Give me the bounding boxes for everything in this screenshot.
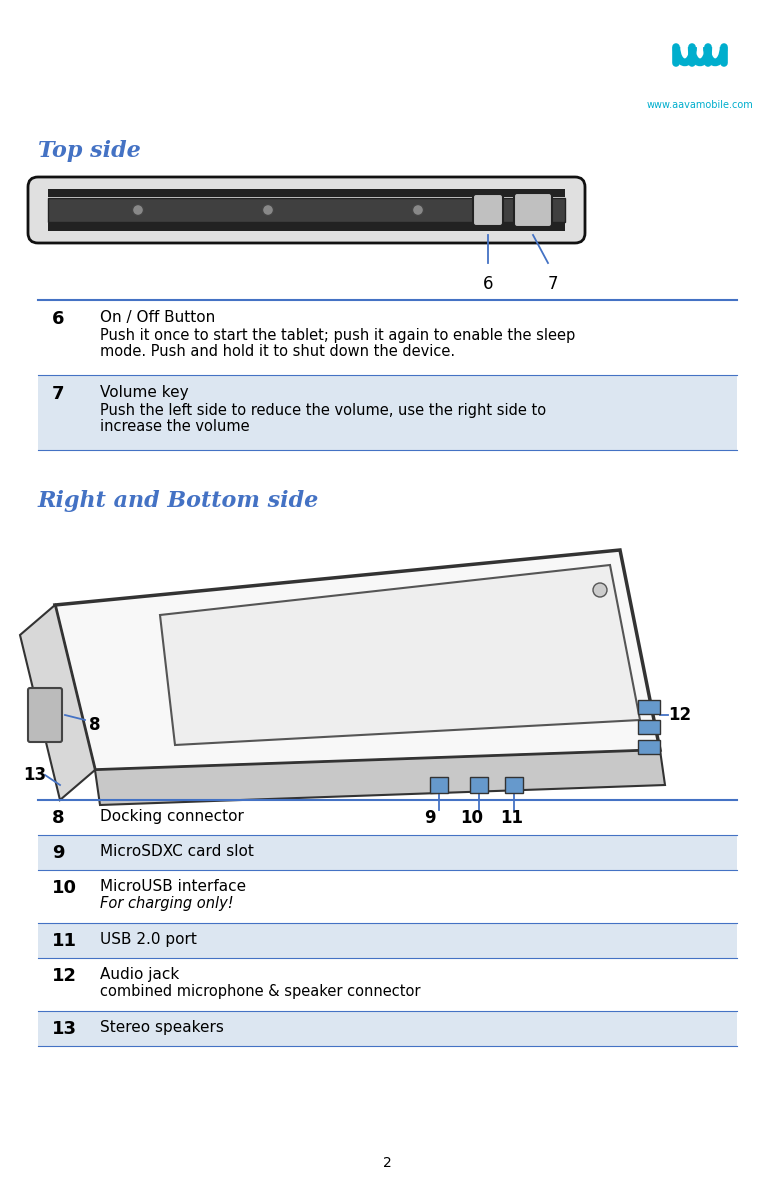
Text: 10: 10 <box>460 809 484 828</box>
Text: 8: 8 <box>52 809 64 828</box>
Text: 6: 6 <box>52 310 64 328</box>
Bar <box>638 721 660 734</box>
FancyBboxPatch shape <box>28 177 585 243</box>
Text: Volume key: Volume key <box>100 385 188 400</box>
Bar <box>38 800 737 835</box>
Text: 13: 13 <box>23 766 46 784</box>
Bar <box>638 740 660 754</box>
Text: Audio jack: Audio jack <box>100 967 179 982</box>
Circle shape <box>593 583 607 597</box>
Text: combined microphone & speaker connector: combined microphone & speaker connector <box>100 984 421 999</box>
Text: Docking connector: Docking connector <box>100 809 244 824</box>
FancyBboxPatch shape <box>514 193 552 227</box>
Text: 7: 7 <box>548 275 558 292</box>
Text: USB 2.0 port: USB 2.0 port <box>100 932 197 946</box>
Circle shape <box>133 205 143 215</box>
Bar <box>38 958 737 1011</box>
Text: Right and Bottom side: Right and Bottom side <box>38 490 319 512</box>
Polygon shape <box>20 605 95 800</box>
Text: 6: 6 <box>483 275 493 292</box>
Bar <box>38 375 737 449</box>
Bar <box>430 776 448 793</box>
Text: 10: 10 <box>52 879 77 897</box>
Text: 9: 9 <box>424 809 436 828</box>
Text: 11: 11 <box>52 932 77 950</box>
FancyBboxPatch shape <box>473 194 503 226</box>
Text: Push it once to start the tablet; push it again to enable the sleep: Push it once to start the tablet; push i… <box>100 328 575 342</box>
Text: 2: 2 <box>383 1156 391 1170</box>
FancyBboxPatch shape <box>28 688 62 742</box>
Text: 12: 12 <box>668 706 691 724</box>
Polygon shape <box>55 551 660 770</box>
Circle shape <box>263 205 274 215</box>
Bar <box>48 199 565 222</box>
Text: 9: 9 <box>52 844 64 862</box>
Text: www.aavamobile.com: www.aavamobile.com <box>646 100 753 111</box>
Text: 11: 11 <box>501 809 523 828</box>
Bar <box>38 870 737 923</box>
Text: For charging only!: For charging only! <box>100 897 233 911</box>
Text: mode. Push and hold it to shut down the device.: mode. Push and hold it to shut down the … <box>100 344 455 359</box>
Bar <box>470 776 488 793</box>
Bar <box>38 835 737 870</box>
Text: Push the left side to reduce the volume, use the right side to: Push the left side to reduce the volume,… <box>100 403 546 419</box>
Bar <box>505 776 523 793</box>
Text: increase the volume: increase the volume <box>100 419 250 434</box>
Text: 12: 12 <box>52 967 77 984</box>
Text: 7: 7 <box>52 385 64 403</box>
Text: 13: 13 <box>52 1020 77 1038</box>
Bar <box>38 1011 737 1046</box>
Text: On / Off Button: On / Off Button <box>100 310 215 325</box>
Bar <box>48 189 565 197</box>
Polygon shape <box>95 750 665 805</box>
Text: Top side: Top side <box>38 140 141 162</box>
Circle shape <box>412 205 423 215</box>
Bar <box>638 700 660 715</box>
Text: MicroSDXC card slot: MicroSDXC card slot <box>100 844 254 858</box>
Bar <box>48 224 565 231</box>
Bar <box>38 300 737 375</box>
Text: Stereo speakers: Stereo speakers <box>100 1020 224 1034</box>
Polygon shape <box>160 565 640 746</box>
Text: MicroUSB interface: MicroUSB interface <box>100 879 246 894</box>
Text: 8: 8 <box>89 716 101 734</box>
Bar <box>38 923 737 958</box>
